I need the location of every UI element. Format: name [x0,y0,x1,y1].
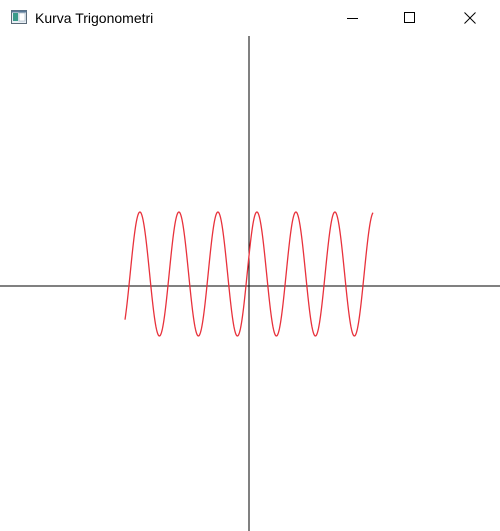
maximize-button[interactable] [387,0,433,36]
drawing-canvas [0,36,500,531]
close-icon [464,12,476,24]
title-bar[interactable]: Kurva Trigonometri [0,0,500,36]
minimize-icon [347,18,358,19]
plot-area [0,36,500,531]
window-title: Kurva Trigonometri [35,10,154,26]
maximize-icon [404,12,415,23]
minimize-button[interactable] [330,0,376,36]
trig-curve [124,211,374,337]
app-window-icon [11,10,27,24]
close-button[interactable] [447,0,493,36]
